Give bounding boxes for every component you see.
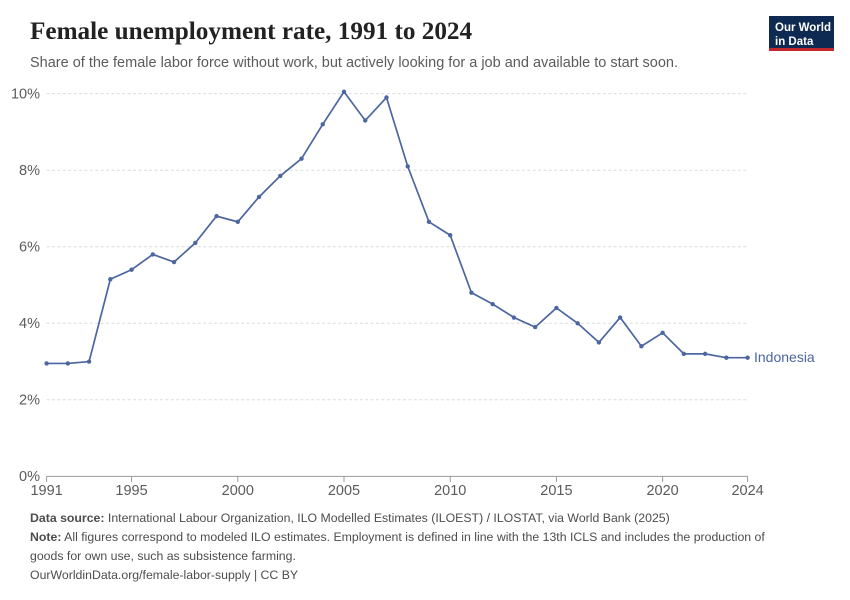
svg-text:2000: 2000 (222, 483, 254, 499)
svg-text:1995: 1995 (115, 483, 147, 499)
svg-text:6%: 6% (19, 240, 40, 256)
svg-text:2%: 2% (19, 393, 40, 409)
svg-text:2020: 2020 (646, 483, 678, 499)
svg-text:2005: 2005 (328, 483, 360, 499)
svg-text:1991: 1991 (30, 483, 62, 499)
svg-text:2015: 2015 (540, 483, 572, 499)
svg-text:10%: 10% (11, 87, 40, 103)
svg-text:Indonesia: Indonesia (754, 349, 815, 365)
svg-text:8%: 8% (19, 163, 40, 179)
svg-text:2024: 2024 (731, 483, 763, 499)
svg-text:2010: 2010 (434, 483, 466, 499)
svg-text:4%: 4% (19, 316, 40, 332)
